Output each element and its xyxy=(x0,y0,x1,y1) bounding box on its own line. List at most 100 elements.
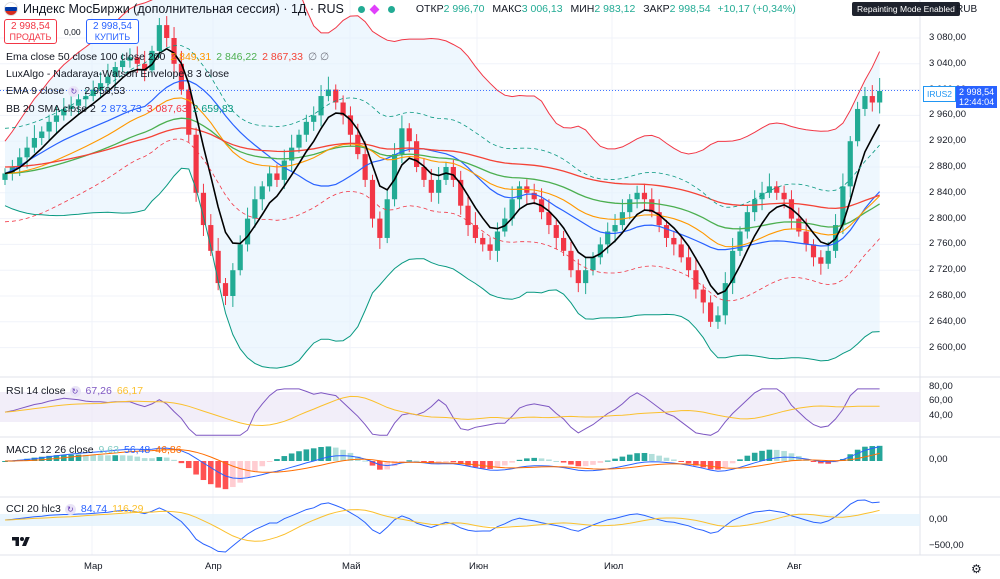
candle xyxy=(774,186,780,193)
macd-histogram-bar xyxy=(296,451,302,461)
macd-histogram-bar xyxy=(524,458,530,461)
macd-histogram-bar xyxy=(355,456,361,461)
macd-histogram-bar xyxy=(781,450,787,461)
visibility-icon[interactable]: ↻ xyxy=(64,503,76,515)
macd-histogram-bar xyxy=(443,461,449,463)
cci-pane xyxy=(0,499,920,553)
macd-histogram-bar xyxy=(472,461,479,468)
candle xyxy=(340,102,346,116)
macd-histogram-bar xyxy=(156,457,163,461)
buy-button[interactable]: 2 998,54 КУПИТЬ xyxy=(86,19,139,44)
bollinger-upper xyxy=(4,0,881,155)
candle xyxy=(708,302,714,322)
candle xyxy=(24,147,30,158)
tradingview-logo-icon[interactable] xyxy=(9,535,33,549)
macd-histogram-bar xyxy=(288,453,295,461)
time-axis-label: Июл xyxy=(604,561,624,572)
symbol-title[interactable]: Индекс МосБиржи (дополнительная сессия) … xyxy=(23,2,344,16)
macd-histogram-bar xyxy=(435,461,442,464)
candle xyxy=(612,225,618,232)
data-status-icon[interactable] xyxy=(387,5,395,13)
indicator-axis-label: −500,00 xyxy=(929,540,964,551)
visibility-icon[interactable]: ↻ xyxy=(69,385,81,397)
candle xyxy=(480,237,486,245)
candle xyxy=(737,231,743,251)
legend-macd[interactable]: MACD 12 26 close 9,63 56,48 46,86 xyxy=(6,444,182,456)
macd-histogram-bar xyxy=(722,461,729,468)
legend-luxalgo[interactable]: LuxAlgo - Nadaraya-Watson Envelope 8 3 c… xyxy=(6,68,230,80)
cci-band xyxy=(0,514,920,526)
candle xyxy=(450,167,456,180)
macd-histogram-bar xyxy=(649,453,655,461)
macd-histogram-bar xyxy=(149,458,155,461)
legend-ema9[interactable]: EMA 9 close ↻ 2 958,53 xyxy=(6,85,126,97)
candle xyxy=(289,147,295,161)
macd-histogram-bar xyxy=(531,457,537,461)
price-axis-label: 2 880,00 xyxy=(929,161,966,172)
macd-histogram-bar xyxy=(568,461,574,465)
time-axis-label: Апр xyxy=(205,561,222,572)
candle xyxy=(465,205,471,226)
market-status-icon[interactable] xyxy=(357,5,365,13)
macd-histogram-bar xyxy=(656,455,662,461)
macd-histogram-bar xyxy=(465,461,471,466)
macd-histogram-bar xyxy=(487,461,493,469)
macd-histogram-bar xyxy=(281,456,288,461)
candle xyxy=(436,179,442,193)
sell-button[interactable]: 2 998,54 ПРОДАТЬ xyxy=(4,19,57,44)
legend-bb[interactable]: BB 20 SMA close 2 2 873,73 3 087,63 2 65… xyxy=(6,103,234,115)
ohlc-values: ОТКР2 996,70 МАКС3 006,13 МИН2 983,12 ЗА… xyxy=(415,3,796,15)
macd-histogram-bar xyxy=(171,459,177,461)
macd-histogram-bar xyxy=(97,455,104,461)
macd-histogram-bar xyxy=(818,461,824,464)
legend-rsi[interactable]: RSI 14 close ↻ 67,26 66,17 xyxy=(6,385,144,397)
macd-histogram-bar xyxy=(737,459,743,461)
bollinger-basis xyxy=(4,80,881,251)
rsi-line xyxy=(4,388,880,436)
macd-histogram-bar xyxy=(105,455,111,461)
candle xyxy=(127,57,133,61)
candle xyxy=(810,244,817,258)
macd-histogram-bar xyxy=(332,447,339,461)
macd-histogram-bar xyxy=(38,456,45,461)
macd-histogram-bar xyxy=(612,458,618,461)
macd-histogram-bar xyxy=(112,455,119,461)
candle xyxy=(46,121,52,132)
visibility-icon[interactable]: ↻ xyxy=(68,85,80,97)
price-axis-label: 2 760,00 xyxy=(929,238,966,250)
candle xyxy=(369,179,376,219)
time-axis-label: Май xyxy=(342,561,361,572)
candle xyxy=(583,270,589,284)
indicator-axis-label: 0,00 xyxy=(929,514,948,525)
macd-histogram-bar xyxy=(230,461,236,488)
macd-histogram-bar xyxy=(399,461,405,463)
macd-histogram-bar xyxy=(274,459,280,461)
candle xyxy=(869,96,875,103)
candle xyxy=(105,76,111,84)
bollinger-fill xyxy=(5,0,880,369)
macd-histogram-bar xyxy=(847,454,854,461)
candle xyxy=(325,89,331,97)
candle xyxy=(61,108,67,116)
ema-50-line xyxy=(4,117,880,230)
currency-label[interactable]: RUB xyxy=(956,4,978,15)
candle xyxy=(855,108,861,142)
legend-ema-multi[interactable]: Ema close 50 close 100 close 200 2 849,3… xyxy=(6,51,330,63)
macd-histogram-bar xyxy=(413,460,420,462)
candle xyxy=(53,115,60,122)
price-pane xyxy=(0,0,920,369)
macd-histogram-bar xyxy=(663,457,670,461)
candle xyxy=(230,270,236,296)
candle xyxy=(237,244,243,271)
indicator-axis-label: 60,00 xyxy=(929,395,953,406)
legend-cci[interactable]: CCI 20 hlc3 ↻ 84,74 116,29 xyxy=(6,503,144,515)
price-axis-label: 2 920,00 xyxy=(929,135,966,147)
macd-histogram-bar xyxy=(377,461,383,470)
macd-histogram-bar xyxy=(266,461,273,462)
price-axis-label: 2 640,00 xyxy=(929,315,966,327)
candle xyxy=(171,38,177,64)
settings-gear-icon[interactable]: ⚙ xyxy=(971,562,982,576)
macd-histogram-bar xyxy=(494,461,501,468)
macd-histogram-bar xyxy=(744,455,751,461)
